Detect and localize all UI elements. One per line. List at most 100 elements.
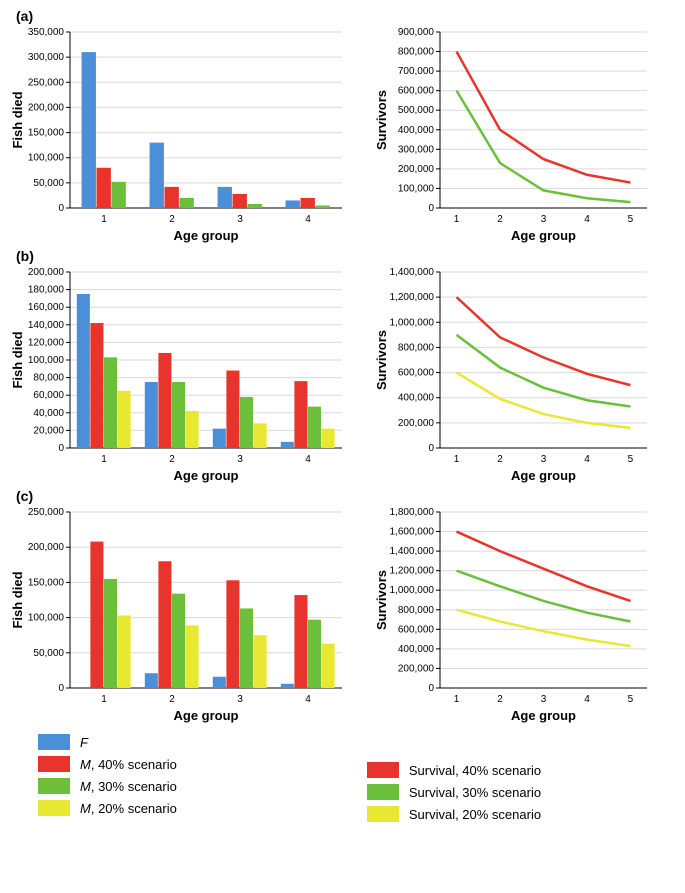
legend-swatch [367, 762, 399, 778]
svg-text:250,000: 250,000 [28, 77, 65, 88]
svg-text:1: 1 [454, 694, 460, 705]
svg-text:1,200,000: 1,200,000 [390, 292, 435, 303]
svg-text:Survivors: Survivors [374, 570, 389, 630]
legend-area: F M, 40% scenario M, 30% scenario M, 20% sc… [8, 734, 677, 822]
svg-text:1: 1 [101, 694, 107, 705]
svg-text:600,000: 600,000 [398, 368, 435, 379]
svg-text:400,000: 400,000 [398, 125, 435, 136]
legend-item-M20: M, 20% scenario [38, 800, 177, 816]
svg-text:100,000: 100,000 [28, 355, 65, 366]
legend-swatch [38, 734, 70, 750]
legend-swatch [367, 806, 399, 822]
svg-text:200,000: 200,000 [398, 164, 435, 175]
panel-c-bar-chart: 050,000100,000150,000200,000250,0001234A… [8, 506, 348, 724]
svg-text:4: 4 [305, 694, 311, 705]
svg-text:2: 2 [497, 214, 503, 225]
svg-text:3: 3 [237, 214, 243, 225]
svg-text:100,000: 100,000 [398, 183, 435, 194]
svg-text:5: 5 [628, 214, 634, 225]
svg-text:2: 2 [497, 694, 503, 705]
svg-text:3: 3 [237, 454, 243, 465]
legend-item-M40: M, 40% scenario [38, 756, 177, 772]
svg-text:140,000: 140,000 [28, 320, 65, 331]
svg-text:50,000: 50,000 [33, 648, 64, 659]
svg-text:0: 0 [428, 443, 434, 454]
svg-text:200,000: 200,000 [398, 663, 435, 674]
legend-item-F: F [38, 734, 177, 750]
svg-text:Survivors: Survivors [374, 330, 389, 390]
legend-label: F [80, 735, 88, 750]
panel-b: (b) 020,00040,00060,00080,000100,000120,… [8, 248, 677, 484]
svg-text:80,000: 80,000 [33, 373, 64, 384]
legend-bars: F M, 40% scenario M, 30% scenario M, 20% sc… [38, 734, 177, 822]
svg-text:4: 4 [584, 214, 590, 225]
svg-text:3: 3 [541, 454, 547, 465]
svg-text:1,000,000: 1,000,000 [390, 585, 435, 596]
svg-text:250,000: 250,000 [28, 507, 65, 518]
panel-b-row: 0 20,000 40,000 60,000 80,000 100,000 120,000 1… [8, 266, 677, 484]
svg-text:120,000: 120,000 [28, 337, 65, 348]
svg-text:4: 4 [584, 454, 590, 465]
svg-text:1,800,000: 1,800,000 [390, 507, 435, 518]
svg-text:Survivors: Survivors [374, 90, 389, 150]
svg-text:160,000: 160,000 [28, 302, 65, 313]
svg-text:Age group: Age group [174, 228, 239, 243]
legend-item-S20: Survival, 20% scenario [367, 806, 541, 822]
svg-text:20,000: 20,000 [33, 425, 64, 436]
svg-text:800,000: 800,000 [398, 605, 435, 616]
svg-text:200,000: 200,000 [28, 542, 65, 553]
svg-text:Fish died: Fish died [10, 571, 25, 628]
legend-swatch [38, 800, 70, 816]
svg-text:40,000: 40,000 [33, 408, 64, 419]
panel-a-bar-chart: 050,000100,000150,000200,000250,000300,0… [8, 26, 348, 244]
panel-b-bar-chart: 0 20,000 40,000 60,000 80,000 100,000 120,000 1… [8, 266, 348, 484]
svg-text:1: 1 [101, 454, 107, 465]
panel-a: (a) 050,000100,000150,000200,000250,0003… [8, 8, 677, 244]
svg-text:Fish died: Fish died [10, 91, 25, 148]
svg-text:200,000: 200,000 [28, 102, 65, 113]
svg-text:600,000: 600,000 [398, 86, 435, 97]
svg-text:60,000: 60,000 [33, 390, 64, 401]
svg-text:500,000: 500,000 [398, 105, 435, 116]
legend-item-M30: M, 30% scenario [38, 778, 177, 794]
svg-text:700,000: 700,000 [398, 66, 435, 77]
svg-text:0: 0 [58, 443, 64, 454]
svg-text:4: 4 [305, 454, 311, 465]
svg-text:200,000: 200,000 [28, 267, 65, 278]
svg-text:180,000: 180,000 [28, 285, 65, 296]
panel-a-line-chart: 0100,000200,000300,000400,000500,000600,… [370, 26, 655, 244]
svg-text:1,200,000: 1,200,000 [390, 566, 435, 577]
legend-item-S30: Survival, 30% scenario [367, 784, 541, 800]
svg-text:Age group: Age group [174, 468, 239, 483]
svg-text:3: 3 [237, 694, 243, 705]
svg-text:350,000: 350,000 [28, 27, 65, 38]
legend-swatch [38, 778, 70, 794]
svg-text:100,000: 100,000 [28, 613, 65, 624]
legend-label: M, 20% scenario [80, 801, 177, 816]
svg-text:0: 0 [428, 683, 434, 694]
svg-text:3: 3 [541, 214, 547, 225]
svg-text:0: 0 [58, 683, 64, 694]
svg-text:3: 3 [541, 694, 547, 705]
svg-text:150,000: 150,000 [28, 128, 65, 139]
svg-text:1,400,000: 1,400,000 [390, 546, 435, 557]
svg-text:800,000: 800,000 [398, 47, 435, 58]
legend-swatch [367, 784, 399, 800]
svg-text:150,000: 150,000 [28, 577, 65, 588]
legend-label: M, 40% scenario [80, 757, 177, 772]
svg-text:900,000: 900,000 [398, 27, 435, 38]
legend-lines: Survival, 40% scenarioSurvival, 30% scen… [367, 762, 541, 822]
svg-text:100,000: 100,000 [28, 153, 65, 164]
legend-label: M, 30% scenario [80, 779, 177, 794]
panel-c-line-chart: 0200,000400,000600,000800,0001,000,0001,… [370, 506, 655, 724]
svg-text:1: 1 [101, 214, 107, 225]
svg-text:400,000: 400,000 [398, 393, 435, 404]
svg-text:Age group: Age group [511, 708, 576, 723]
legend-label: Survival, 20% scenario [409, 807, 541, 822]
panel-c-label: (c) [16, 488, 677, 504]
svg-text:Age group: Age group [511, 228, 576, 243]
svg-text:1,000,000: 1,000,000 [390, 317, 435, 328]
svg-text:Fish died: Fish died [10, 331, 25, 388]
svg-text:50,000: 50,000 [33, 178, 64, 189]
svg-text:0: 0 [428, 203, 434, 214]
